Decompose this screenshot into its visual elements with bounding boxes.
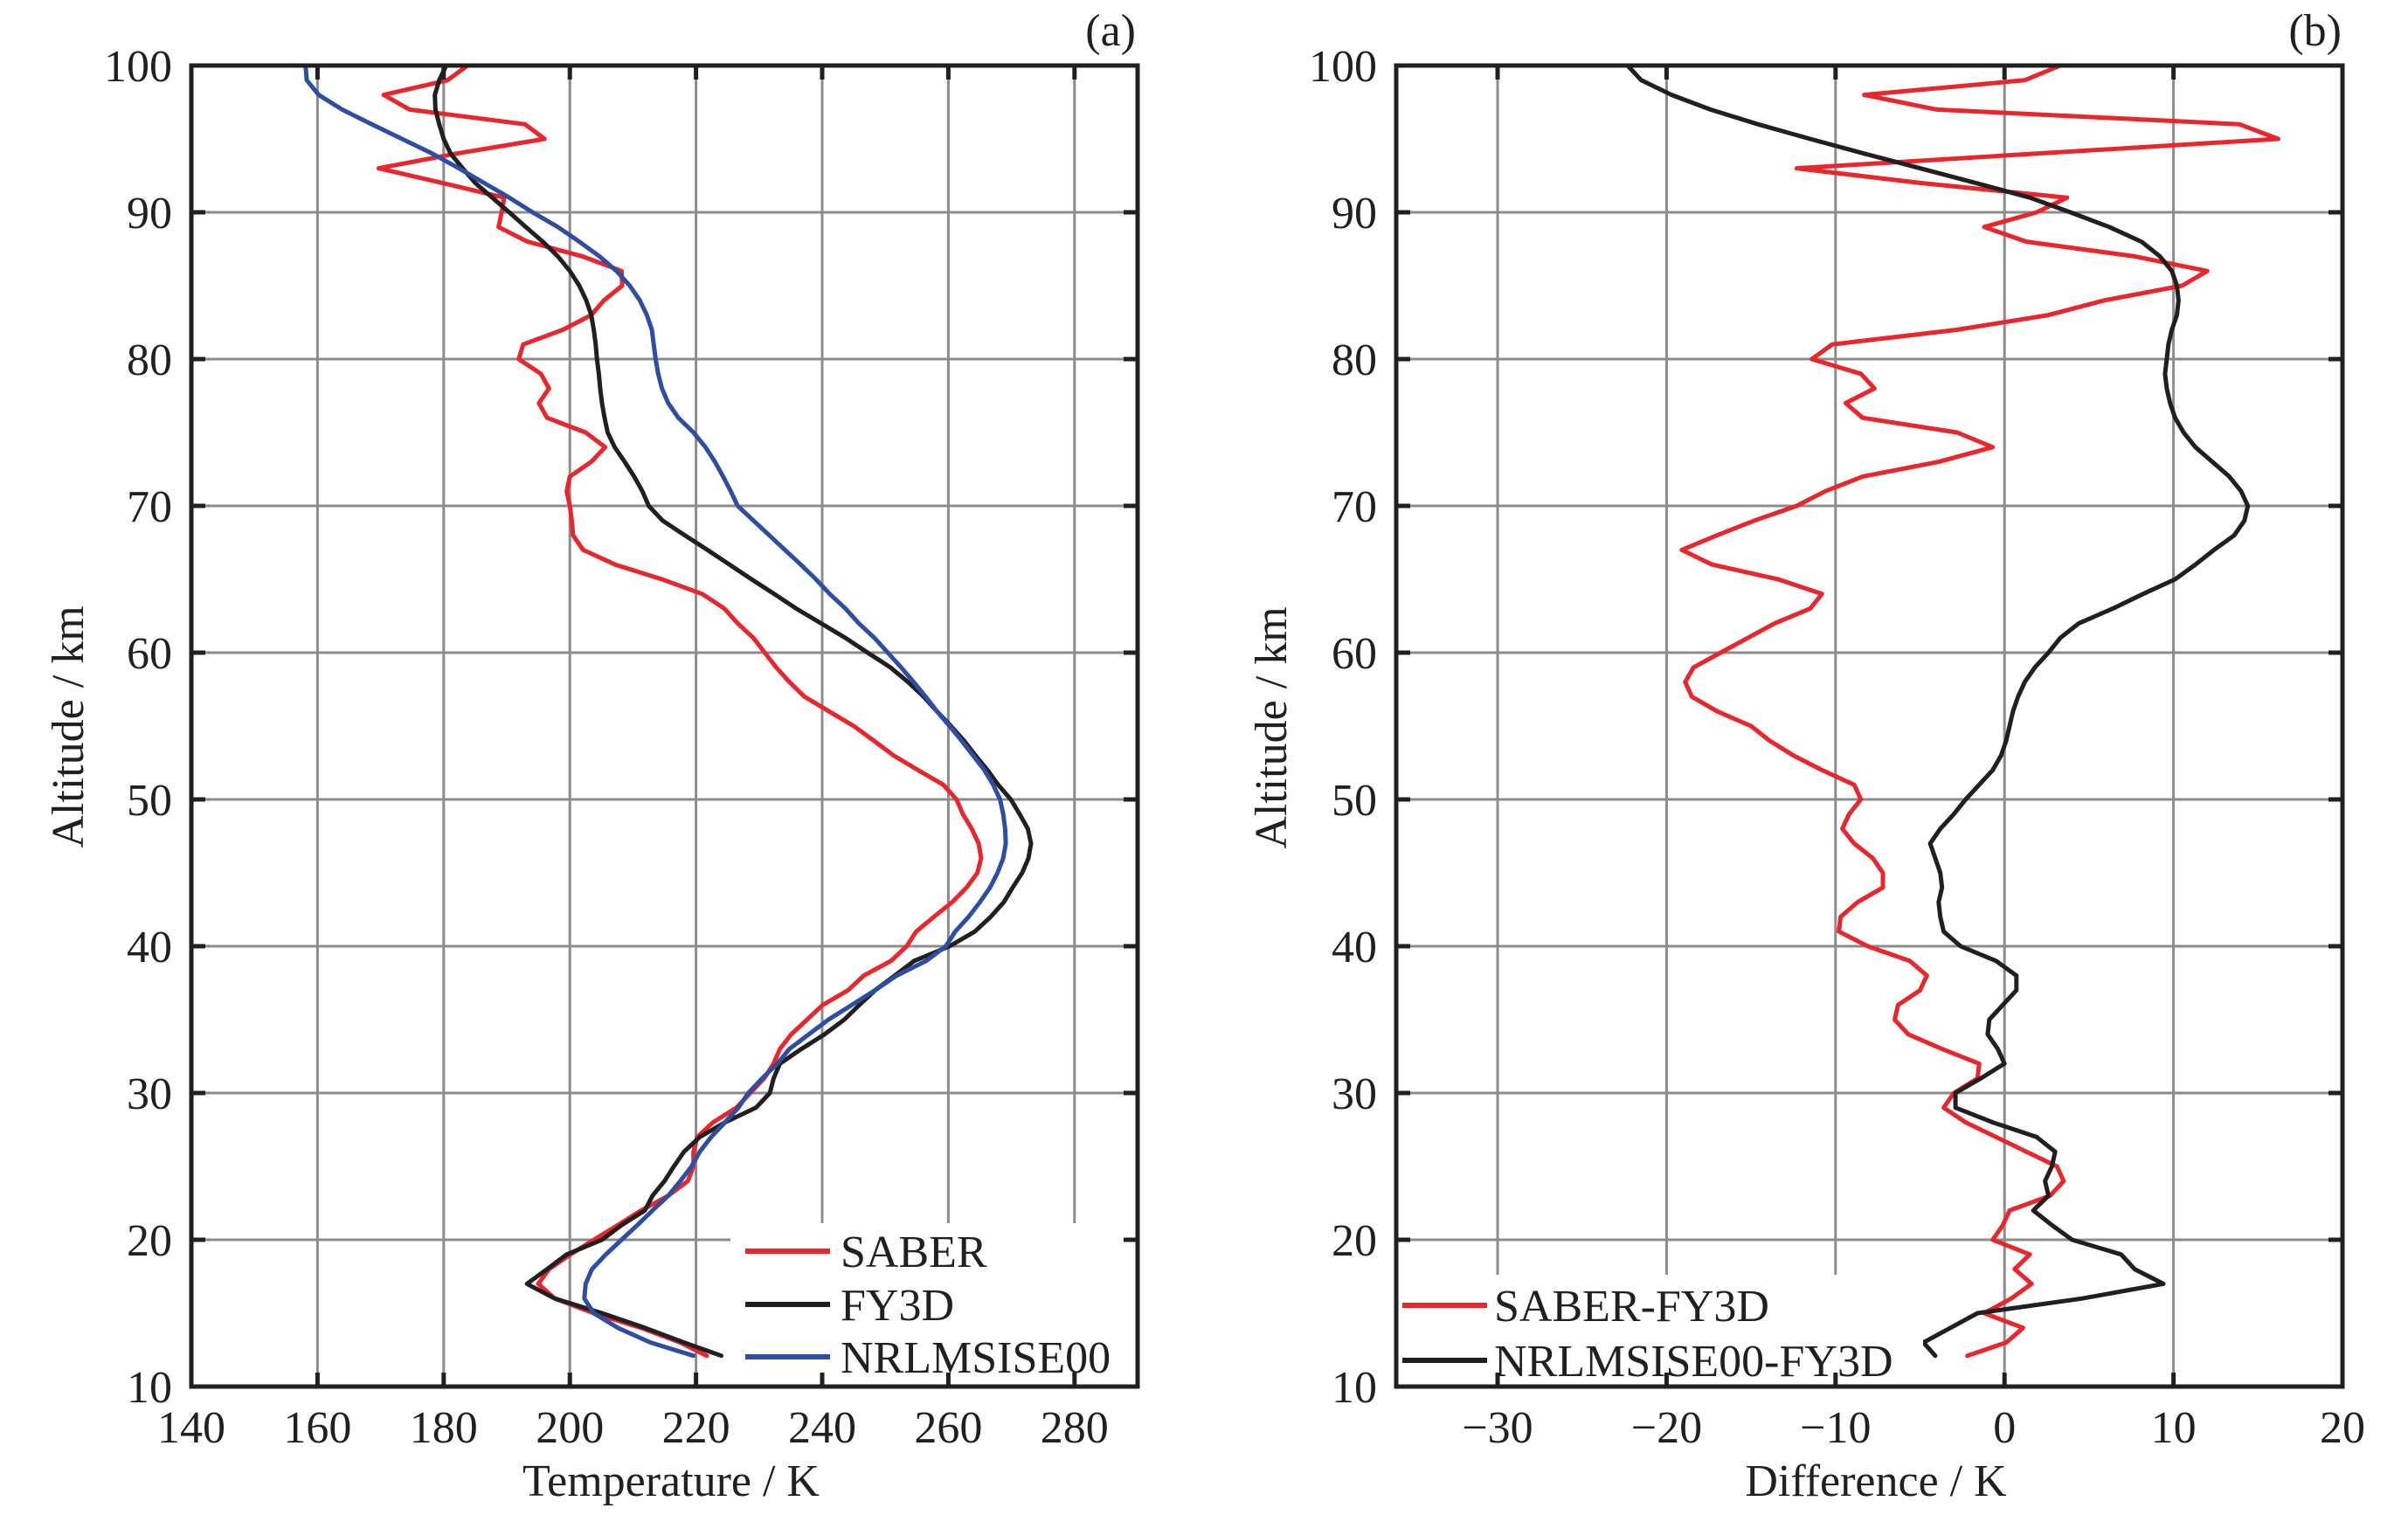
panel-a-y-tick-label-7: 80 [127, 336, 172, 385]
panel-a-series-nrlmsise00 [303, 63, 1008, 1359]
panel-a-x-tick-label-7: 280 [1041, 1403, 1109, 1453]
panel-b-x-tick-label-5: 20 [2320, 1403, 2365, 1453]
panel-a-y-tick-label-0: 10 [127, 1363, 172, 1413]
panel-a-x-tick-labels: 140 160 180 200 220 240 260 280 [157, 1403, 1109, 1453]
panel-a-legend-item-2: NRLMSISE00 [745, 1333, 1111, 1383]
panel-b-x-tick-labels: −30 −20 −10 0 10 20 [1462, 1403, 2365, 1453]
panel-a-x-tick-label-3: 200 [536, 1403, 604, 1453]
panel-b-y-tick-label-4: 50 [1332, 776, 1377, 826]
panel-a-axes-frame [189, 63, 1140, 1389]
panel-a-x-tick-label-0: 140 [157, 1403, 225, 1453]
panel-b-x-tick-label-1: −20 [1631, 1403, 1702, 1453]
panel-a-y-tick-label-8: 90 [127, 189, 172, 239]
panel-a-legend-label-1: FY3D [841, 1281, 954, 1331]
panel-a-y-tick-labels: 10 20 30 40 50 60 70 80 90 100 [104, 42, 172, 1413]
panel-a-y-tick-label-3: 40 [127, 923, 172, 972]
panel-a-y-axis-label: Altitude / km [44, 605, 93, 847]
panel-b-legend-item-1: NRLMSISE00-FY3D [1402, 1337, 1893, 1387]
panel-a-y-tick-label-4: 50 [127, 776, 172, 826]
panel-b-legend-background [1399, 1275, 1923, 1385]
panel-b-x-tick-label-2: −10 [1800, 1403, 1871, 1453]
panel-a-y-tick-label-5: 60 [127, 629, 172, 679]
panel-a-series-saber [376, 63, 984, 1359]
panel-a-y-tick-label-6: 70 [127, 482, 172, 532]
panel-a-y-tick-label-9: 100 [104, 42, 172, 92]
panel-b-legend-label-0: SABER-FY3D [1494, 1282, 1769, 1332]
panel-a-x-tick-label-4: 220 [662, 1403, 730, 1453]
panel-b-legend-item-0: SABER-FY3D [1402, 1282, 1769, 1332]
panel-b-y-tick-label-1: 20 [1332, 1216, 1377, 1266]
panel-b-y-tick-labels: 10 20 30 40 50 60 70 80 90 100 [1309, 42, 1377, 1413]
panel-b-axes-frame [1394, 63, 2345, 1389]
panel-a-legend-item-1: FY3D [745, 1281, 954, 1331]
panel-a-x-tick-label-6: 260 [914, 1403, 982, 1453]
panel-a-legend-item-0: SABER [745, 1228, 987, 1277]
panel-a-x-tick-label-2: 180 [410, 1403, 478, 1453]
panel-b-y-tick-label-0: 10 [1332, 1363, 1377, 1413]
panel-b-series-nrlmsise00-fy3d [1625, 63, 2251, 1359]
panel-b-series [1625, 63, 2280, 1359]
panel-b-y-tick-label-3: 40 [1332, 923, 1377, 972]
panel-a-x-tick-label-1: 160 [283, 1403, 351, 1453]
panel-b-label: (b) [2288, 6, 2342, 56]
panel-b-x-tick-label-3: 0 [1993, 1403, 2016, 1453]
panel-a-grid [191, 66, 1138, 1387]
panel-a-frame [189, 63, 1140, 1389]
panel-b-y-tick-label-7: 80 [1332, 336, 1377, 385]
panel-b-y-axis-label: Altitude / km [1247, 606, 1297, 848]
panel-a-legend-label-0: SABER [841, 1228, 987, 1277]
panel-a-legend-label-2: NRLMSISE00 [841, 1333, 1111, 1383]
panel-a-x-axis-label: Temperature / K [522, 1456, 820, 1506]
panel-a-label: (a) [1085, 6, 1136, 56]
panel-b-x-tick-label-0: −30 [1462, 1403, 1533, 1453]
panel-b-y-tick-label-2: 30 [1332, 1069, 1377, 1119]
panel-a-series [303, 63, 1034, 1359]
panel-b-y-tick-label-6: 70 [1332, 482, 1377, 532]
panel-b-y-tick-label-8: 90 [1332, 189, 1377, 239]
panel-a-series-fy3d [432, 63, 1034, 1359]
panel-b-legend-label-1: NRLMSISE00-FY3D [1494, 1337, 1893, 1387]
panel-b-y-tick-label-9: 100 [1309, 42, 1377, 92]
panel-b-series-saber-fy3d [1679, 63, 2280, 1359]
panel-a-y-tick-label-2: 30 [127, 1069, 172, 1119]
panel-b-x-tick-label-4: 10 [2151, 1403, 2197, 1453]
panel-b-x-axis-label: Difference / K [1745, 1456, 2007, 1506]
panel-a-x-tick-label-5: 240 [788, 1403, 856, 1453]
panel-b-y-tick-label-5: 60 [1332, 629, 1377, 679]
panel-a-y-tick-label-1: 20 [127, 1216, 172, 1266]
panel-b-grid [1396, 66, 2342, 1387]
panel-b-frame [1394, 63, 2345, 1389]
